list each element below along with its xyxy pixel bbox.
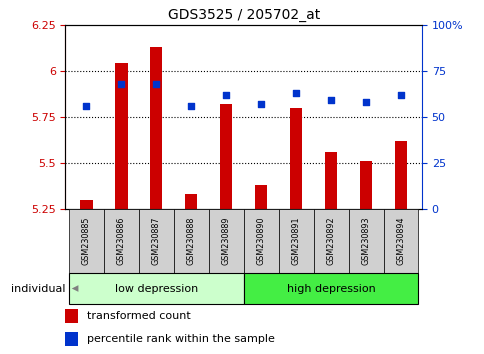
Bar — [348, 209, 383, 273]
Text: GSM230890: GSM230890 — [256, 216, 265, 265]
Text: percentile rank within the sample: percentile rank within the sample — [87, 334, 274, 344]
Point — [396, 92, 404, 98]
Bar — [324, 152, 336, 209]
Bar — [65, 332, 78, 346]
Bar — [69, 209, 104, 273]
Text: transformed count: transformed count — [87, 311, 190, 321]
Text: GSM230886: GSM230886 — [117, 217, 126, 265]
Title: GDS3525 / 205702_at: GDS3525 / 205702_at — [167, 8, 319, 22]
Bar — [65, 309, 78, 323]
Bar — [208, 209, 243, 273]
Text: GSM230892: GSM230892 — [326, 216, 335, 265]
Text: low depression: low depression — [115, 284, 197, 293]
Text: individual: individual — [11, 284, 65, 293]
Bar — [173, 209, 208, 273]
Bar — [243, 209, 278, 273]
Bar — [220, 104, 232, 209]
Text: GSM230885: GSM230885 — [82, 216, 91, 265]
Text: GSM230893: GSM230893 — [361, 216, 370, 265]
Bar — [150, 47, 162, 209]
Point — [187, 103, 195, 109]
Bar — [289, 108, 302, 209]
Bar — [104, 209, 138, 273]
Bar — [138, 209, 173, 273]
Text: GSM230891: GSM230891 — [291, 216, 300, 265]
Bar — [69, 273, 243, 304]
Bar — [383, 209, 418, 273]
Point — [362, 99, 369, 105]
Text: GSM230888: GSM230888 — [186, 217, 196, 265]
Bar — [359, 161, 371, 209]
Bar — [255, 185, 267, 209]
Bar — [313, 209, 348, 273]
Bar — [80, 200, 92, 209]
Text: GSM230887: GSM230887 — [151, 216, 161, 265]
Text: high depression: high depression — [286, 284, 375, 293]
Bar — [243, 273, 418, 304]
Point — [222, 92, 229, 98]
Point — [257, 101, 265, 107]
Bar — [278, 209, 313, 273]
Point — [117, 81, 125, 86]
Point — [152, 81, 160, 86]
Bar — [115, 63, 127, 209]
Point — [82, 103, 90, 109]
Bar — [394, 141, 406, 209]
Text: GSM230894: GSM230894 — [395, 216, 405, 265]
Bar — [185, 194, 197, 209]
Text: GSM230889: GSM230889 — [221, 216, 230, 265]
Point — [292, 90, 300, 96]
Point — [327, 97, 334, 103]
